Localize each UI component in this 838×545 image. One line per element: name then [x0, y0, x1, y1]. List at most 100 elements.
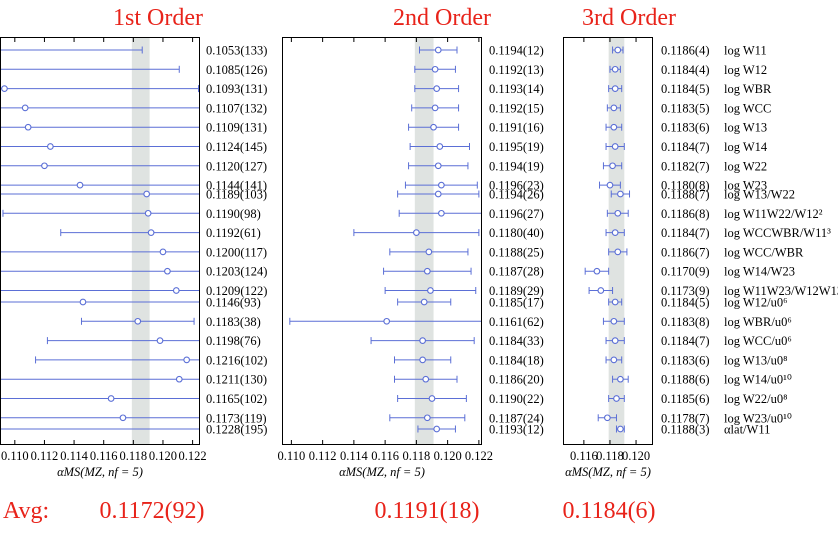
data-point — [183, 356, 191, 364]
value-label: 0.1191(16) — [489, 121, 544, 135]
x-tick-label: 0.110 — [278, 449, 306, 463]
data-point — [419, 337, 426, 344]
value-label: 0.1184(4) — [661, 63, 710, 77]
observable-label: log W13/u0⁸ — [724, 353, 788, 367]
observable-label: αlat/W11 — [724, 423, 770, 437]
value-label: 0.1173(9) — [661, 284, 710, 298]
observable-label: log WCC/u0⁶ — [724, 334, 792, 348]
x-axis-label: αMS(MZ, nf = 5) — [57, 465, 143, 479]
value-label: 0.1188(25) — [489, 245, 544, 259]
x-tick-label: 0.120 — [434, 449, 462, 463]
data-point — [143, 190, 151, 198]
observable-label: log WBR — [724, 82, 772, 96]
data-point — [413, 229, 420, 236]
data-point — [611, 65, 619, 73]
data-point — [419, 356, 426, 364]
plot-frame — [282, 37, 482, 445]
data-point — [41, 162, 48, 170]
value-label: 0.1183(8) — [661, 315, 710, 329]
data-point — [438, 209, 445, 217]
x-tick-label: 0.120 — [622, 449, 650, 463]
value-label: 0.1184(7) — [661, 140, 710, 154]
value-label: 0.1173(119) — [206, 411, 267, 425]
value-label: 0.1165(102) — [206, 392, 267, 406]
observable-label: log W22/u0⁸ — [724, 392, 788, 406]
data-point — [1, 85, 8, 92]
value-label: 0.1124(145) — [206, 140, 267, 154]
data-point — [611, 229, 619, 236]
data-point — [431, 104, 439, 112]
data-point — [611, 85, 619, 92]
value-label: 0.1183(6) — [661, 353, 710, 367]
value-label: 0.1120(127) — [206, 159, 267, 173]
value-label: 0.1188(7) — [661, 188, 710, 202]
value-label: 0.1184(7) — [661, 334, 710, 348]
data-point — [438, 181, 445, 189]
value-label: 0.1195(19) — [489, 140, 544, 154]
data-point — [164, 267, 171, 275]
value-label: 0.1194(26) — [489, 188, 544, 202]
value-label: 0.1194(19) — [489, 159, 544, 173]
value-label: 0.1183(5) — [661, 101, 710, 115]
average-value: 0.1191(18) — [374, 498, 479, 524]
average-value: 0.1172(92) — [99, 498, 204, 524]
data-point — [134, 317, 142, 325]
panel-1: 0.110 0.112 0.114 0.116 0.118 0.120 0.122 αMS(M… — [0, 5, 267, 524]
x-tick-label: 0.116 — [570, 449, 598, 463]
data-point — [144, 209, 152, 217]
plot-frame — [0, 37, 200, 445]
value-label: 0.1200(117) — [206, 245, 267, 259]
value-label: 0.1209(122) — [206, 284, 267, 298]
data-point — [436, 143, 444, 150]
x-tick-label: 0.114 — [340, 449, 368, 463]
value-label: 0.1093(131) — [206, 82, 267, 96]
value-label: 0.1189(103) — [206, 188, 267, 202]
data-point — [611, 337, 619, 344]
observable-label: log W11 — [724, 44, 767, 58]
data-point — [175, 375, 183, 383]
value-label: 0.1193(14) — [489, 82, 544, 96]
observable-label: log WCCWBR/W11³ — [724, 226, 831, 240]
plot-frame — [563, 37, 653, 445]
x-tick-label: 0.116 — [371, 449, 399, 463]
value-label: 0.1183(38) — [206, 315, 261, 329]
x-tick-label: 0.112 — [31, 449, 59, 463]
observable-label: log W23/u0¹⁰ — [724, 411, 792, 425]
observable-label: log W13 — [724, 121, 767, 135]
average-value: 0.1184(6) — [562, 498, 655, 524]
value-label: 0.1198(76) — [206, 334, 261, 348]
x-tick-label: 0.110 — [1, 449, 29, 463]
data-point — [614, 46, 622, 54]
value-label: 0.1186(7) — [661, 245, 710, 259]
value-label: 0.1085(126) — [206, 63, 267, 77]
value-label: 0.1161(62) — [489, 315, 544, 329]
panel-2: 0.110 0.112 0.114 0.116 0.118 0.120 0.122 αMS(M… — [278, 5, 544, 524]
observable-label: log W22 — [724, 159, 767, 173]
value-label: 0.1109(131) — [206, 121, 267, 135]
value-label: 0.1190(22) — [489, 392, 544, 406]
avg-label: Avg: — [3, 498, 49, 524]
x-tick-label: 0.112 — [309, 449, 337, 463]
panel-title: 2nd Order — [393, 5, 491, 31]
observable-label: log W11W23/W12W13 — [724, 284, 838, 298]
panel-title: 3rd Order — [582, 5, 676, 31]
data-point — [617, 190, 624, 198]
value-label: 0.1192(13) — [489, 63, 544, 77]
data-point — [434, 190, 442, 198]
data-point — [434, 162, 442, 170]
data-point — [603, 414, 611, 422]
data-point — [609, 162, 616, 170]
data-point — [156, 337, 164, 344]
data-point — [427, 287, 434, 294]
data-point — [610, 356, 618, 364]
x-axis-label: αMS(MZ, nf = 5) — [565, 465, 651, 479]
data-point — [383, 317, 391, 325]
value-label: 0.1184(18) — [489, 353, 544, 367]
data-point — [172, 287, 180, 294]
observable-label: log W14 — [724, 140, 768, 154]
data-point — [147, 229, 155, 236]
data-point — [423, 267, 431, 275]
data-point — [617, 425, 624, 433]
reference-band — [608, 37, 625, 445]
